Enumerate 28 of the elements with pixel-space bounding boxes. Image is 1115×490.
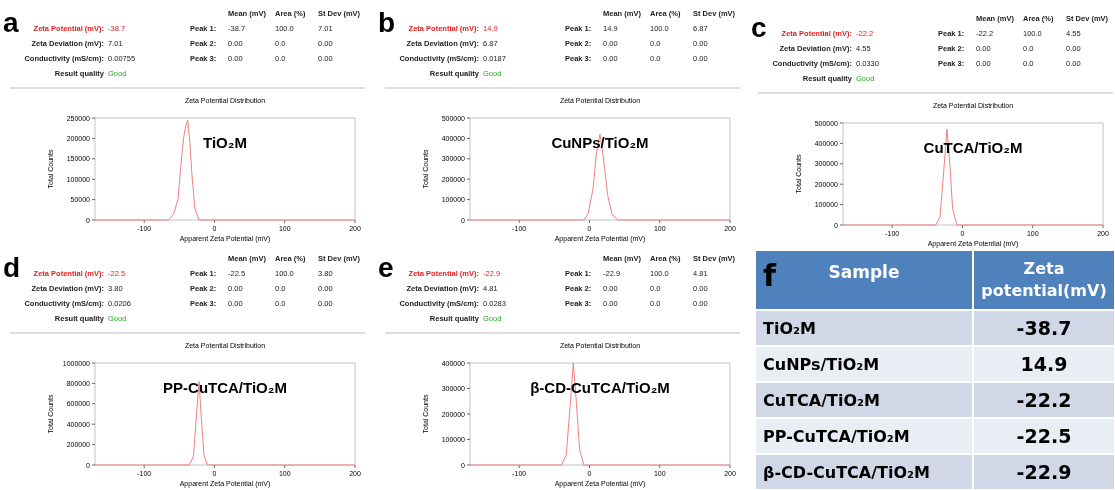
text: Zeta potential(mV) [981, 259, 1107, 300]
text: CuNPs/TiO₂M [763, 355, 880, 374]
text: a [3, 7, 19, 38]
text: -22.2 [1016, 389, 1072, 411]
text: -22.9 [1016, 461, 1072, 483]
text: PP-CuTCA/TiO₂M [763, 427, 910, 446]
line-series [469, 362, 731, 466]
text: c [751, 12, 767, 43]
line-series [94, 119, 356, 221]
text: Sample [828, 262, 900, 282]
text: -38.7 [1016, 317, 1072, 339]
line-series [842, 128, 1104, 226]
text: b [378, 7, 396, 38]
text: TiO₂M [763, 319, 816, 338]
annotation: β-CD-CuTCA/TiO₂M [530, 379, 670, 396]
text: 14.9 [1020, 353, 1068, 375]
text: β-CD-CuTCA/TiO₂M [763, 463, 930, 482]
annotation: PP-CuTCA/TiO₂M [163, 379, 287, 396]
text: e [378, 252, 394, 283]
annotation: CuTCA/TiO₂M [923, 139, 1023, 156]
text: f [763, 258, 777, 293]
text: -22.5 [1016, 425, 1072, 447]
line-series [94, 380, 356, 466]
annotation: CuNPs/TiO₂M [551, 134, 649, 151]
annotation: TiO₂M [203, 134, 247, 151]
text: d [3, 252, 21, 283]
text: CuTCA/TiO₂M [763, 391, 880, 410]
line-series [469, 133, 731, 221]
